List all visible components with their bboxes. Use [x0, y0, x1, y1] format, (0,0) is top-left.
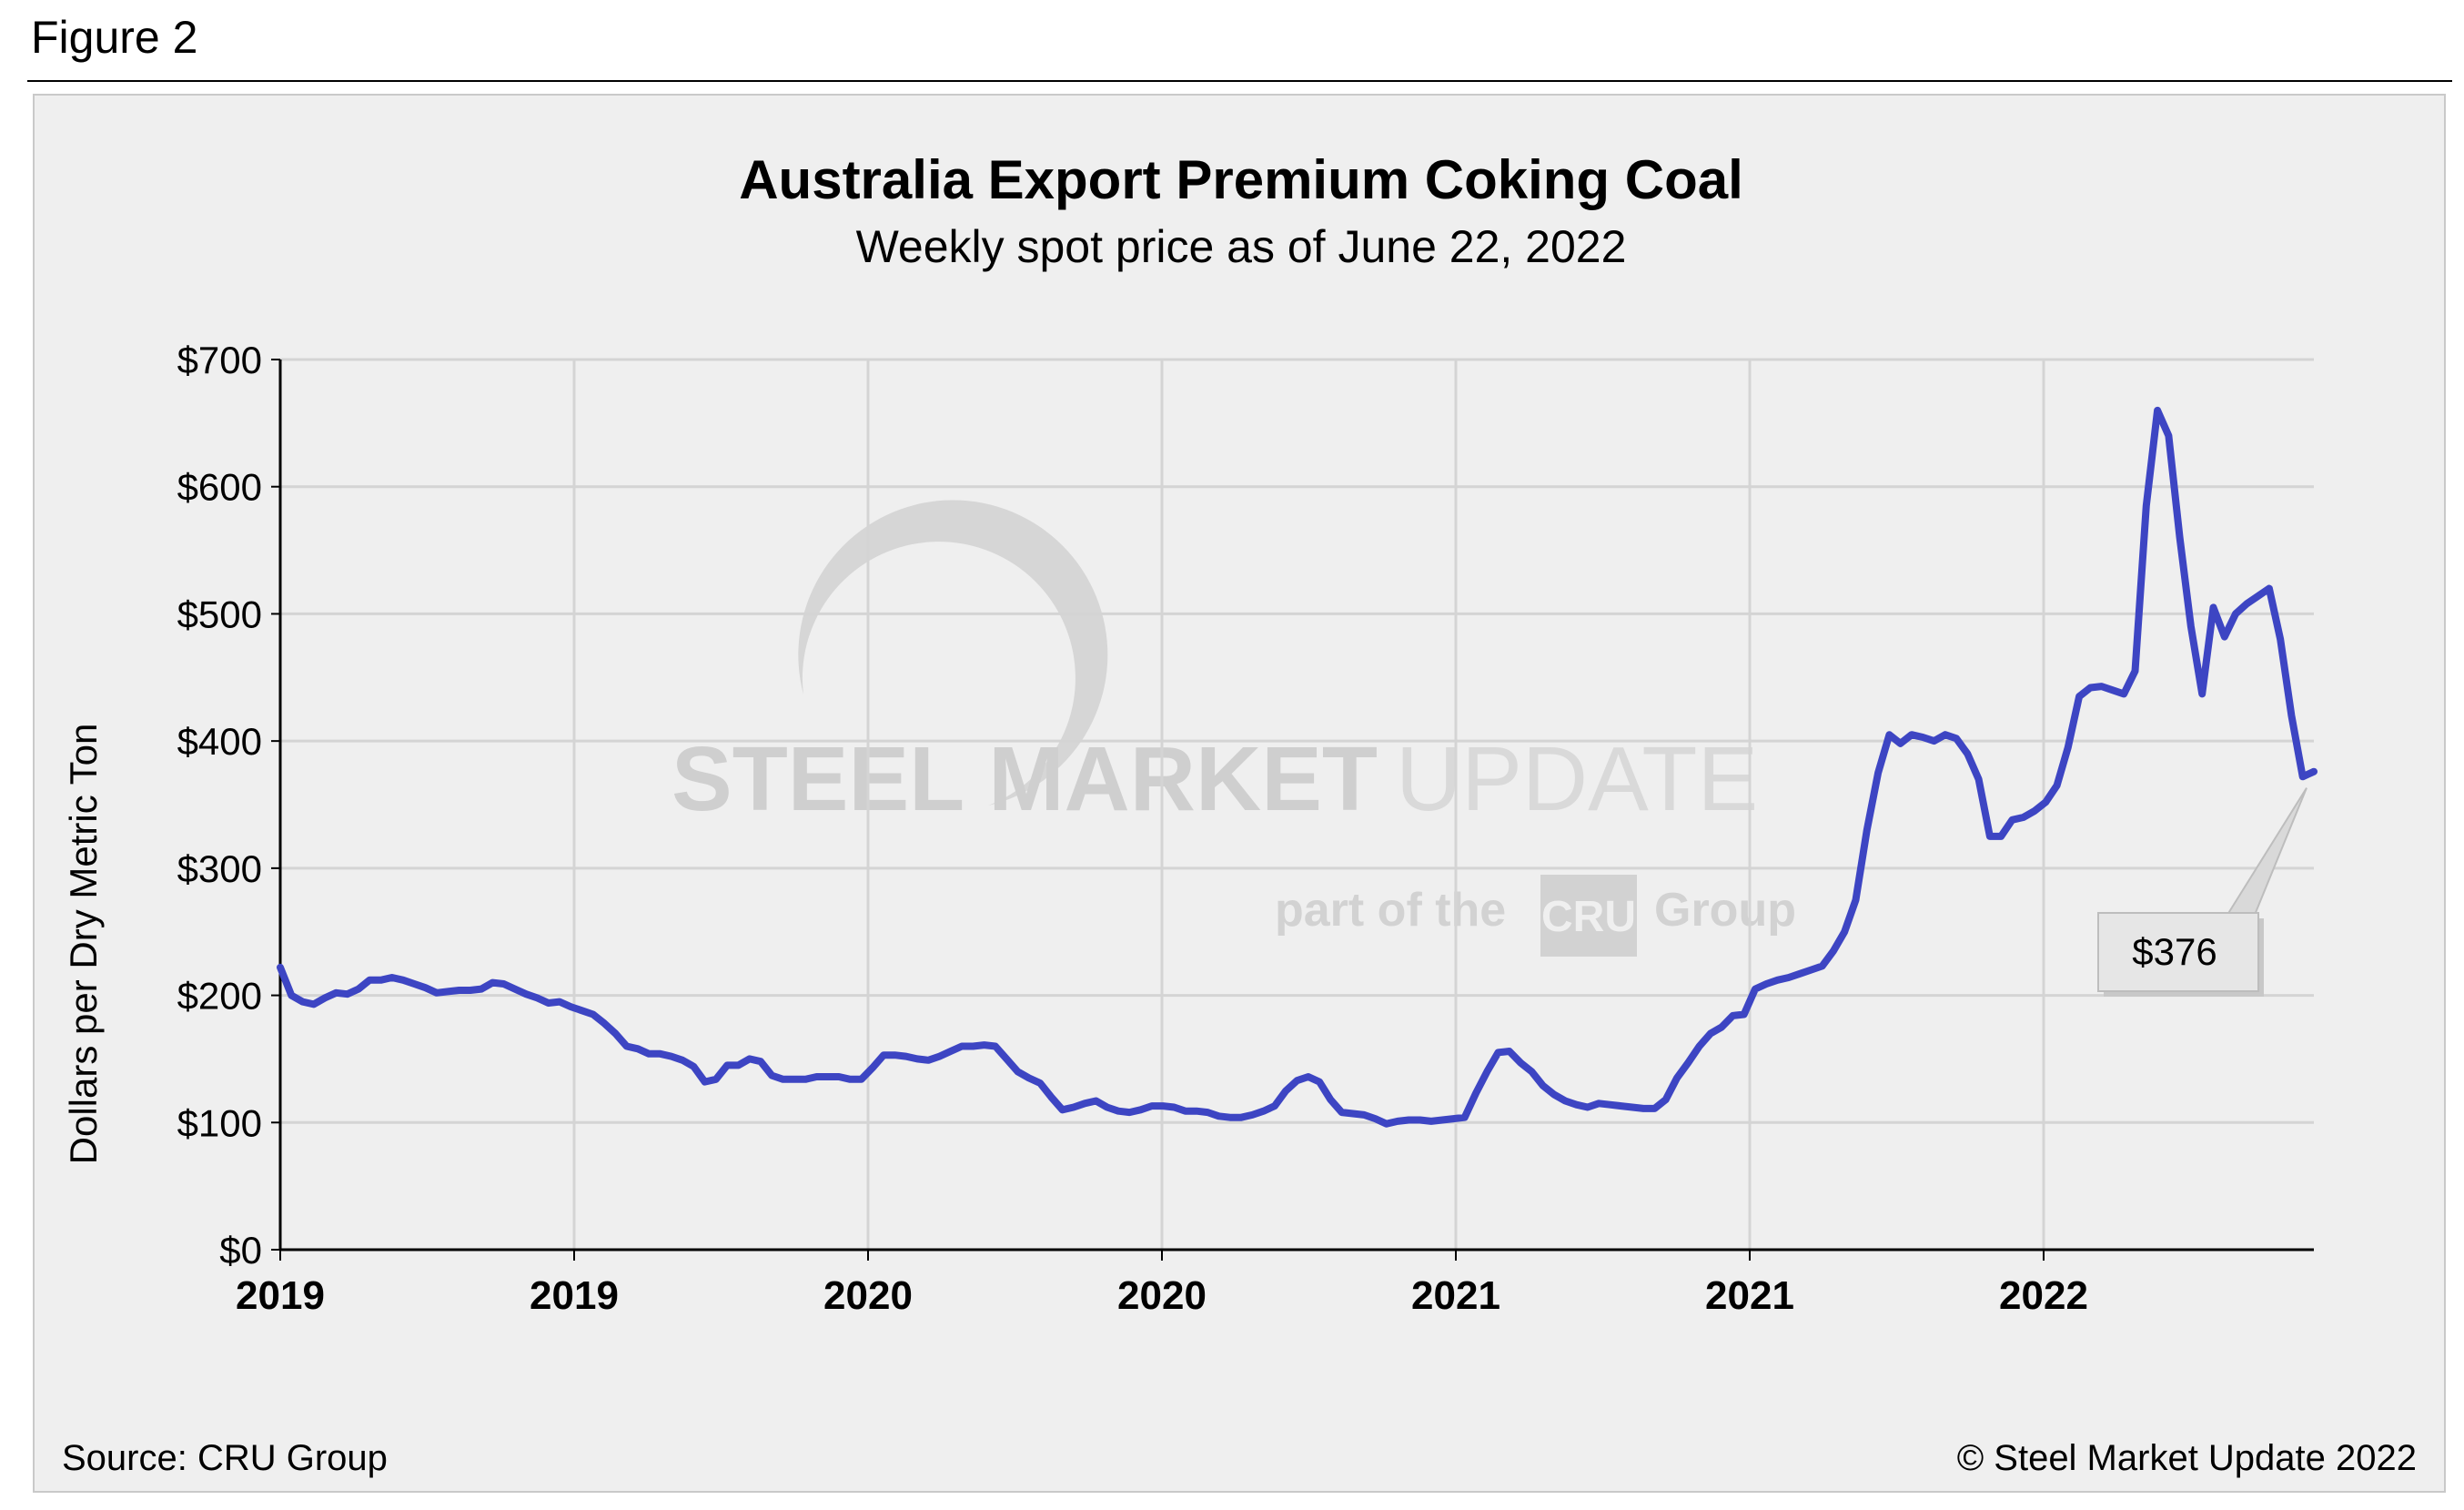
axes — [271, 359, 2314, 1261]
x-tick-label: 2021 — [1705, 1273, 1794, 1318]
y-axis-label: Dollars per Dry Metric Ton — [62, 724, 105, 1165]
chart: STEEL MARKET UPDATE part of the CRU Group… — [62, 149, 2417, 1478]
callout: $376 — [2097, 787, 2307, 997]
x-tick-label: 2022 — [1999, 1273, 2088, 1318]
figure-label: Figure 2 — [31, 12, 198, 63]
y-tick-label: $100 — [177, 1101, 262, 1144]
chart-subtitle: Weekly spot price as of June 22, 2022 — [856, 221, 1627, 272]
x-tick-label: 2019 — [530, 1273, 619, 1318]
y-tick-label: $0 — [219, 1229, 262, 1272]
watermark-cru-logo-box — [1540, 875, 1637, 957]
y-tick-label: $500 — [177, 593, 262, 635]
chart-panel: STEEL MARKET UPDATE part of the CRU Group… — [33, 94, 2446, 1493]
y-tick-label: $700 — [177, 339, 262, 381]
watermark-swoosh-icon — [798, 500, 1108, 806]
watermark-brand-bold: STEEL MARKET — [672, 728, 1378, 830]
x-tick-labels: 2019 2019 2020 2020 2021 2021 2022 — [236, 1273, 2088, 1318]
watermark-part-of: part of the — [1275, 884, 1506, 937]
copyright-note: © Steel Market Update 2022 — [1957, 1438, 2417, 1478]
callout-label: $376 — [2132, 930, 2217, 973]
watermark-brand-light: UPDATE — [1396, 728, 1758, 830]
callout-box — [2097, 912, 2259, 992]
chart-title: Australia Export Premium Coking Coal — [739, 149, 1743, 210]
source-note: Source: CRU Group — [62, 1438, 388, 1478]
watermark-cru-logo: CRU — [1541, 893, 1636, 941]
watermark: STEEL MARKET UPDATE part of the CRU Group — [672, 500, 1796, 957]
series-line — [277, 406, 2318, 1128]
x-tick-label: 2019 — [236, 1273, 325, 1318]
callout-pointer — [2226, 787, 2307, 916]
y-tick-labels: $0 $100 $200 $300 $400 $500 $600 $700 — [177, 339, 262, 1272]
x-tick-label: 2020 — [1117, 1273, 1207, 1318]
watermark-group: Group — [1654, 884, 1796, 937]
y-tick-label: $400 — [177, 720, 262, 763]
x-tick-label: 2021 — [1411, 1273, 1500, 1318]
series-layer — [277, 406, 2318, 1128]
y-tick-label: $200 — [177, 975, 262, 1018]
y-tick-label: $300 — [177, 847, 262, 890]
figure-rule — [27, 80, 2452, 82]
grid — [280, 358, 2314, 1250]
y-tick-label: $600 — [177, 466, 262, 509]
x-tick-label: 2020 — [823, 1273, 913, 1318]
